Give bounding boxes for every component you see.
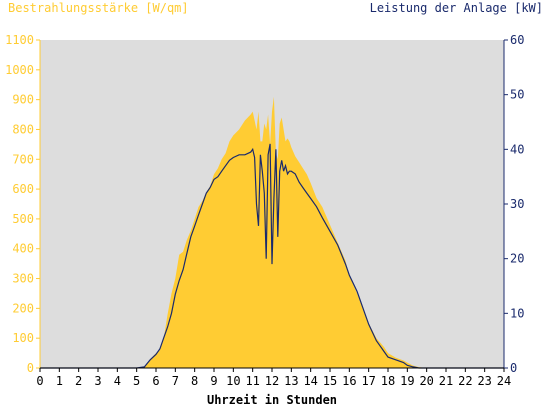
x-axis-label: Uhrzeit in Stunden <box>206 393 338 407</box>
left-tick-label: 600 <box>12 182 34 196</box>
x-tick-label: 1 <box>56 374 63 388</box>
series-layer <box>40 96 504 369</box>
x-tick-label: 16 <box>342 374 356 388</box>
x-tick-label: 23 <box>477 374 491 388</box>
left-tick-label: 700 <box>12 152 34 166</box>
x-tick-label: 9 <box>210 374 217 388</box>
left-tick-label: 200 <box>12 301 34 315</box>
right-tick-label: 40 <box>510 142 524 156</box>
x-tick-label: 6 <box>152 374 159 388</box>
right-tick-label: 30 <box>510 197 524 211</box>
x-tick-label: 5 <box>133 374 140 388</box>
right-tick-label: 0 <box>510 361 517 375</box>
power-line <box>40 143 504 369</box>
right-tick-label: 10 <box>510 306 524 320</box>
right-tick-label: 60 <box>510 33 524 47</box>
x-tick-label: 2 <box>75 374 82 388</box>
x-tick-label: 24 <box>497 374 511 388</box>
x-tick-label: 15 <box>323 374 337 388</box>
left-tick-label: 900 <box>12 93 34 107</box>
x-tick-label: 14 <box>303 374 317 388</box>
x-tick-label: 21 <box>439 374 453 388</box>
left-tick-label: 500 <box>12 212 34 226</box>
left-axis-title: Bestrahlungsstärke [W/qm] <box>8 1 189 15</box>
x-tick-label: 18 <box>381 374 395 388</box>
x-tick-label: 8 <box>191 374 198 388</box>
x-tick-label: 12 <box>265 374 279 388</box>
left-tick-label: 400 <box>12 242 34 256</box>
x-tick-label: 0 <box>36 374 43 388</box>
right-axis-title: Leistung der Anlage [kW] <box>369 1 543 15</box>
right-tick-label: 50 <box>510 88 524 102</box>
x-tick-label: 20 <box>419 374 433 388</box>
x-tick-label: 3 <box>94 374 101 388</box>
left-tick-label: 800 <box>12 122 34 136</box>
left-tick-label: 100 <box>12 331 34 345</box>
x-tick-label: 7 <box>172 374 179 388</box>
x-tick-label: 11 <box>245 374 259 388</box>
left-tick-label: 0 <box>27 361 34 375</box>
right-tick-label: 20 <box>510 252 524 266</box>
axes-layer: 0100200300400500600700800900100011000102… <box>5 33 524 388</box>
x-tick-label: 22 <box>458 374 472 388</box>
x-tick-label: 4 <box>114 374 121 388</box>
x-tick-label: 17 <box>361 374 375 388</box>
x-tick-label: 13 <box>284 374 298 388</box>
left-tick-label: 1100 <box>5 33 34 47</box>
left-tick-label: 1000 <box>5 63 34 77</box>
x-tick-label: 10 <box>226 374 240 388</box>
left-tick-label: 300 <box>12 272 34 286</box>
x-tick-label: 19 <box>400 374 414 388</box>
